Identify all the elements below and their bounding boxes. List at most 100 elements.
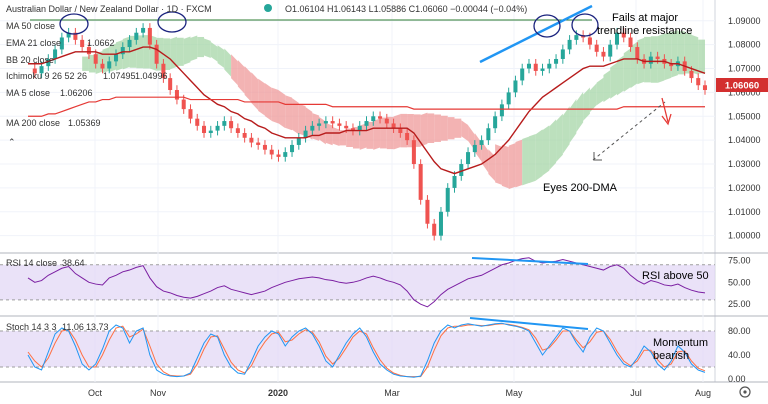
price-tick-label: 1.00000 bbox=[728, 231, 761, 241]
cloud-segment bbox=[237, 60, 245, 94]
last-price-value: 1.06060 bbox=[725, 81, 759, 92]
candle-body bbox=[127, 39, 132, 48]
cloud-segment bbox=[657, 33, 665, 83]
time-tick-label: Nov bbox=[150, 388, 167, 398]
candle-body bbox=[628, 37, 633, 48]
cloud-segment bbox=[468, 125, 475, 151]
cloud-segment bbox=[413, 114, 421, 147]
annotation-200dma: Eyes 200-DMA bbox=[543, 182, 618, 194]
candle-body bbox=[39, 66, 44, 74]
cloud-segment bbox=[217, 45, 225, 68]
candle-body bbox=[391, 123, 396, 129]
candle-body bbox=[560, 49, 565, 59]
cloud-segment bbox=[285, 95, 293, 131]
legend-ma5: MA 5 close bbox=[6, 88, 50, 98]
cloud-segment bbox=[244, 66, 252, 103]
cloud-segment bbox=[434, 114, 441, 142]
candle-body bbox=[141, 27, 146, 33]
ma200-line bbox=[28, 96, 705, 117]
cloud-segment bbox=[481, 141, 489, 173]
candle-body bbox=[493, 116, 498, 129]
candle-body bbox=[215, 125, 220, 131]
legend-ichimoku: Ichimoku 9 26 52 26 bbox=[6, 71, 87, 81]
time-axis: Oct Nov 2020 Mar May Jul Aug bbox=[88, 388, 711, 398]
candle-body bbox=[648, 56, 653, 64]
cloud-segment bbox=[556, 113, 563, 162]
indicator-legend: MA 50 close EMA 21 close 1.0662 BB 20 cl… bbox=[6, 21, 168, 147]
annotation-rsi: RSI above 50 bbox=[642, 270, 709, 282]
cloud-segment bbox=[271, 87, 279, 124]
candle-body bbox=[499, 104, 504, 117]
cloud-segment bbox=[596, 77, 604, 106]
candle-body bbox=[229, 121, 234, 129]
candle-body bbox=[46, 58, 51, 67]
candle-body bbox=[425, 199, 430, 224]
time-tick-label: May bbox=[505, 388, 523, 398]
gear-icon[interactable] bbox=[739, 386, 751, 398]
peak-circle-2 bbox=[157, 11, 187, 33]
cloud-segment bbox=[535, 129, 543, 181]
stoch-d-line bbox=[27, 323, 706, 378]
projection-arrowhead bbox=[593, 152, 602, 161]
stoch-tick-label: 40.00 bbox=[728, 350, 751, 360]
candle-body bbox=[438, 211, 443, 236]
candle-body bbox=[283, 152, 288, 157]
cloud-segment bbox=[352, 127, 360, 149]
candle-body bbox=[513, 80, 518, 93]
candle-body bbox=[107, 61, 112, 69]
cloud-segment bbox=[278, 90, 286, 129]
candle-body bbox=[269, 149, 274, 155]
time-tick-label: Oct bbox=[88, 388, 103, 398]
cloud-segment bbox=[549, 119, 557, 171]
candle-body bbox=[486, 128, 491, 141]
candle-body bbox=[66, 32, 71, 38]
cloud-segment bbox=[231, 54, 238, 86]
cloud-segment bbox=[650, 36, 658, 83]
stoch-trendline bbox=[469, 317, 589, 330]
cloud-segment bbox=[427, 113, 435, 144]
cloud-segment bbox=[528, 133, 536, 184]
cloud-segment bbox=[610, 62, 617, 99]
rising-trendline bbox=[479, 4, 593, 64]
candle-body bbox=[472, 144, 477, 153]
candle-body bbox=[249, 137, 254, 143]
candle-body bbox=[357, 125, 362, 131]
candle-body bbox=[154, 44, 159, 64]
stoch-tick-label: 0.00 bbox=[728, 374, 746, 384]
collapse-legend-icon[interactable]: ⌃ bbox=[8, 137, 16, 147]
candle-body bbox=[208, 130, 213, 133]
cloud-segment bbox=[312, 113, 320, 141]
candle-body bbox=[337, 123, 342, 126]
candle-body bbox=[418, 164, 423, 200]
candle-body bbox=[188, 109, 193, 119]
legend-ma200-value: 1.05369 bbox=[68, 118, 101, 128]
rsi-tick-label: 25.00 bbox=[728, 299, 751, 309]
candle-body bbox=[554, 58, 559, 64]
rsi-tick-label: 50.00 bbox=[728, 277, 751, 287]
cloud-segment bbox=[292, 98, 299, 135]
candle-body bbox=[520, 68, 525, 81]
candle-body bbox=[384, 118, 389, 124]
price-axis: 1.09000 1.08000 1.07000 1.06000 1.05000 1.040… bbox=[728, 16, 761, 384]
candle-body bbox=[547, 63, 552, 69]
cloud-segment bbox=[420, 112, 428, 147]
cloud-segment bbox=[440, 115, 448, 141]
candle-body bbox=[296, 137, 301, 145]
candle-body bbox=[276, 154, 281, 157]
cloud-segment bbox=[569, 98, 577, 143]
candlesticks bbox=[32, 23, 708, 241]
candle-body bbox=[120, 47, 125, 55]
candle-body bbox=[452, 175, 457, 188]
cloud-segment bbox=[644, 36, 651, 83]
candle-body bbox=[479, 140, 484, 145]
candle-body bbox=[594, 44, 599, 52]
cloud-segment bbox=[495, 144, 502, 185]
price-tick-label: 1.08000 bbox=[728, 40, 761, 50]
candle-body bbox=[80, 39, 85, 48]
candle-body bbox=[290, 144, 295, 153]
annotation-trendline-line2: trendline resistance bbox=[597, 25, 692, 37]
ohlc-readout: O1.06104 H1.06143 L1.05886 C1.06060 −0.0… bbox=[285, 4, 527, 14]
candle-body bbox=[702, 85, 708, 91]
cloud-segment bbox=[501, 144, 509, 189]
cloud-segment bbox=[298, 103, 306, 136]
